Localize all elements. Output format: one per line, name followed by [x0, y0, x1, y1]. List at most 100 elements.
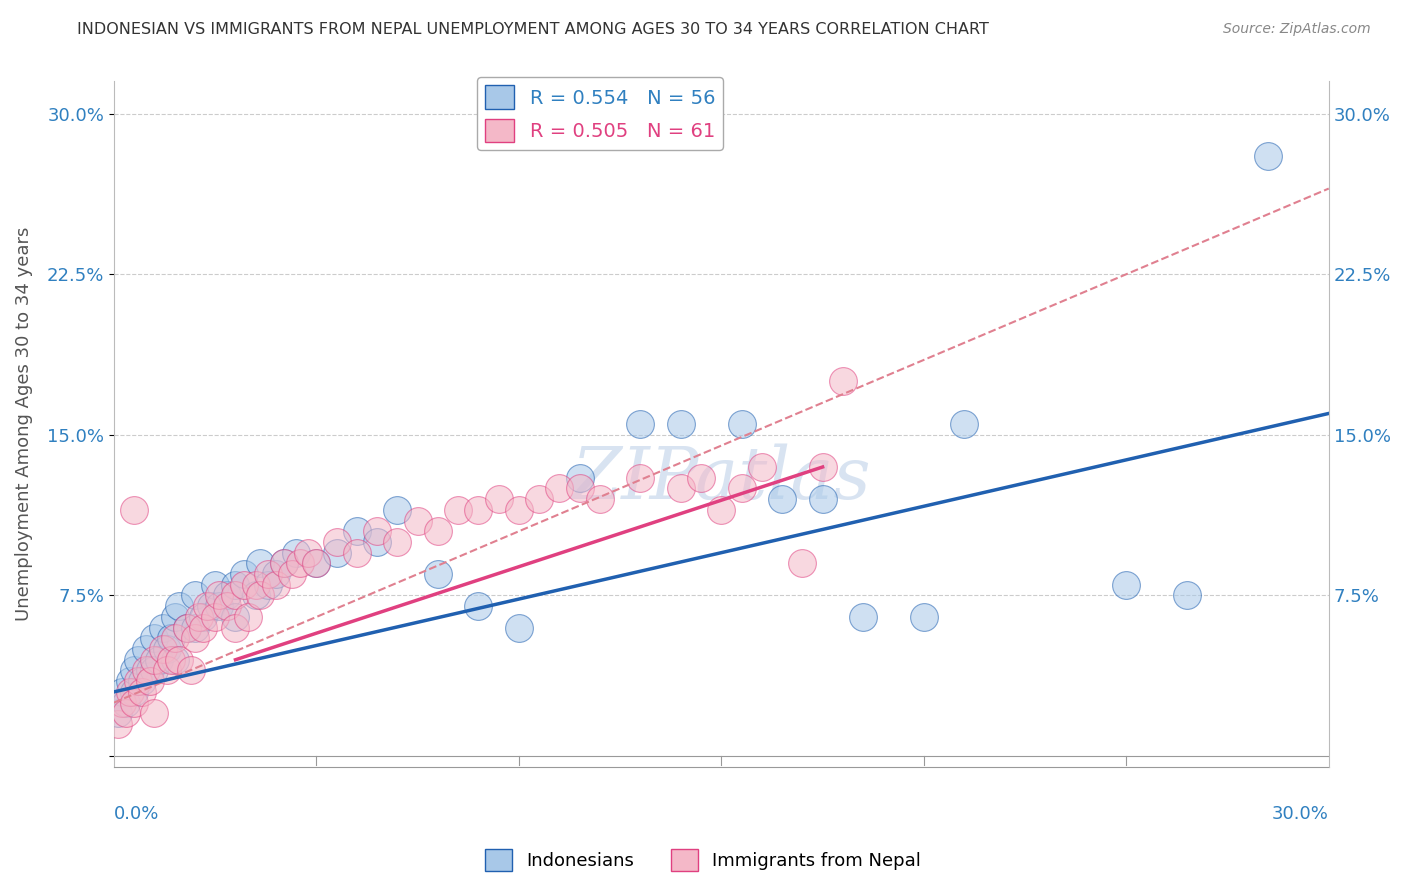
Immigrants from Nepal [156, 664, 179, 678]
Indonesians [426, 567, 449, 582]
Immigrants from Nepal [224, 621, 246, 635]
Indonesians [366, 535, 388, 549]
Immigrants from Nepal [406, 514, 429, 528]
Text: ZIPatlas: ZIPatlas [572, 443, 872, 515]
Immigrants from Nepal [257, 567, 280, 582]
Immigrants from Nepal [589, 492, 612, 507]
Indonesians [139, 664, 162, 678]
Indonesians [111, 685, 134, 699]
Immigrants from Nepal [224, 589, 246, 603]
Immigrants from Nepal [180, 664, 202, 678]
Immigrants from Nepal [152, 642, 174, 657]
Indonesians [912, 610, 935, 624]
Indonesians [163, 653, 186, 667]
Immigrants from Nepal [264, 578, 287, 592]
Indonesians [285, 546, 308, 560]
Indonesians [127, 653, 149, 667]
Immigrants from Nepal [297, 546, 319, 560]
Indonesians [191, 610, 214, 624]
Immigrants from Nepal [730, 482, 752, 496]
Indonesians [325, 546, 347, 560]
Immigrants from Nepal [467, 503, 489, 517]
Immigrants from Nepal [325, 535, 347, 549]
Immigrants from Nepal [831, 374, 853, 388]
Immigrants from Nepal [167, 653, 190, 667]
Indonesians [1175, 589, 1198, 603]
Indonesians [249, 557, 271, 571]
Immigrants from Nepal [628, 471, 651, 485]
Indonesians [148, 653, 170, 667]
Immigrants from Nepal [236, 610, 259, 624]
Indonesians [167, 599, 190, 614]
Text: 30.0%: 30.0% [1272, 805, 1329, 823]
Immigrants from Nepal [366, 524, 388, 539]
Indonesians [107, 706, 129, 721]
Indonesians [204, 578, 226, 592]
Immigrants from Nepal [568, 482, 591, 496]
Immigrants from Nepal [139, 674, 162, 689]
Immigrants from Nepal [122, 503, 145, 517]
Immigrants from Nepal [159, 653, 181, 667]
Indonesians [508, 621, 530, 635]
Indonesians [184, 589, 207, 603]
Indonesians [346, 524, 368, 539]
Indonesians [257, 578, 280, 592]
Immigrants from Nepal [191, 621, 214, 635]
Indonesians [224, 578, 246, 592]
Indonesians [568, 471, 591, 485]
Immigrants from Nepal [163, 632, 186, 646]
Immigrants from Nepal [488, 492, 510, 507]
Immigrants from Nepal [245, 578, 267, 592]
Immigrants from Nepal [548, 482, 571, 496]
Immigrants from Nepal [690, 471, 713, 485]
Immigrants from Nepal [273, 557, 295, 571]
Immigrants from Nepal [135, 664, 157, 678]
Immigrants from Nepal [188, 610, 211, 624]
Indonesians [115, 696, 138, 710]
Indonesians [232, 567, 254, 582]
Indonesians [163, 610, 186, 624]
Immigrants from Nepal [195, 599, 218, 614]
Indonesians [122, 664, 145, 678]
Immigrants from Nepal [387, 535, 409, 549]
Immigrants from Nepal [305, 557, 328, 571]
Indonesians [245, 589, 267, 603]
Indonesians [122, 685, 145, 699]
Immigrants from Nepal [669, 482, 692, 496]
Immigrants from Nepal [176, 621, 198, 635]
Indonesians [811, 492, 834, 507]
Indonesians [135, 642, 157, 657]
Immigrants from Nepal [751, 460, 773, 475]
Immigrants from Nepal [143, 706, 166, 721]
Indonesians [131, 674, 153, 689]
Indonesians [1257, 149, 1279, 163]
Indonesians [628, 417, 651, 432]
Immigrants from Nepal [143, 653, 166, 667]
Legend: R = 0.554   N = 56, R = 0.505   N = 61: R = 0.554 N = 56, R = 0.505 N = 61 [477, 78, 723, 150]
Indonesians [730, 417, 752, 432]
Indonesians [264, 567, 287, 582]
Indonesians [120, 674, 142, 689]
Indonesians [143, 664, 166, 678]
Immigrants from Nepal [710, 503, 733, 517]
Indonesians [953, 417, 976, 432]
Immigrants from Nepal [115, 706, 138, 721]
Immigrants from Nepal [290, 557, 312, 571]
Indonesians [852, 610, 875, 624]
Indonesians [184, 621, 207, 635]
Indonesians [387, 503, 409, 517]
Indonesians [770, 492, 793, 507]
Immigrants from Nepal [346, 546, 368, 560]
Indonesians [305, 557, 328, 571]
Immigrants from Nepal [792, 557, 814, 571]
Immigrants from Nepal [281, 567, 304, 582]
Text: 0.0%: 0.0% [114, 805, 159, 823]
Indonesians [143, 632, 166, 646]
Immigrants from Nepal [122, 696, 145, 710]
Indonesians [156, 642, 179, 657]
Legend: Indonesians, Immigrants from Nepal: Indonesians, Immigrants from Nepal [478, 842, 928, 879]
Indonesians [467, 599, 489, 614]
Y-axis label: Unemployment Among Ages 30 to 34 years: Unemployment Among Ages 30 to 34 years [15, 227, 32, 622]
Indonesians [152, 621, 174, 635]
Immigrants from Nepal [184, 632, 207, 646]
